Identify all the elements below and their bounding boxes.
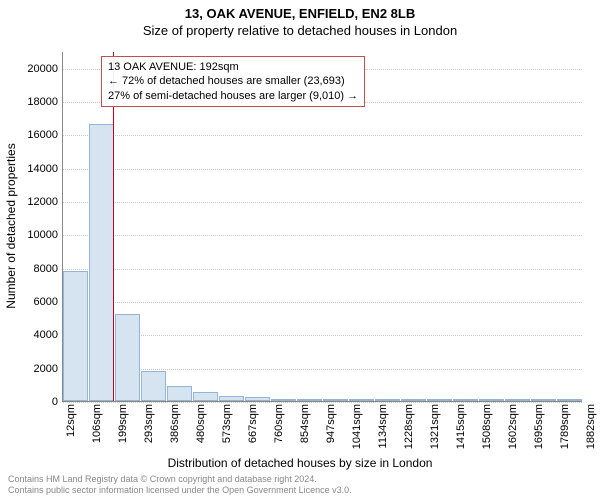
x-tick-label: 1508sqm: [481, 404, 493, 456]
histogram-bar: [167, 386, 192, 401]
y-tick-label: 10000: [0, 229, 58, 241]
gridline: [63, 269, 582, 270]
histogram-bar: [193, 392, 218, 401]
x-tick-label: 573sqm: [221, 404, 233, 456]
histogram-bar: [531, 399, 556, 401]
x-tick-label: 1415sqm: [455, 404, 467, 456]
gridline: [63, 169, 582, 170]
histogram-bar: [427, 399, 452, 401]
gridline: [63, 402, 582, 403]
histogram-bar: [453, 399, 478, 401]
x-tick-label: 1228sqm: [403, 404, 415, 456]
x-tick-label: 667sqm: [247, 404, 259, 456]
x-tick-label: 854sqm: [299, 404, 311, 456]
histogram-bar: [63, 271, 88, 401]
y-tick-label: 12000: [0, 196, 58, 208]
histogram-bar: [141, 371, 166, 401]
footer-line-1: Contains HM Land Registry data © Crown c…: [8, 474, 352, 485]
x-tick-label: 760sqm: [273, 404, 285, 456]
gridline: [63, 235, 582, 236]
x-tick-label: 199sqm: [117, 404, 129, 456]
chart-subtitle: Size of property relative to detached ho…: [0, 21, 600, 38]
histogram-bar: [245, 397, 270, 401]
y-tick-label: 6000: [0, 296, 58, 308]
histogram-bar: [505, 399, 530, 401]
y-tick-label: 16000: [0, 129, 58, 141]
plot-area: 13 OAK AVENUE: 192sqm ← 72% of detached …: [62, 52, 582, 402]
x-tick-label: 1602sqm: [507, 404, 519, 456]
x-tick-label: 1134sqm: [377, 404, 389, 456]
histogram-bar: [349, 399, 374, 401]
chart-title: 13, OAK AVENUE, ENFIELD, EN2 8LB: [0, 0, 600, 21]
y-tick-label: 20000: [0, 63, 58, 75]
x-tick-label: 1321sqm: [429, 404, 441, 456]
histogram-bar: [89, 124, 114, 401]
gridline: [63, 135, 582, 136]
gridline: [63, 335, 582, 336]
x-tick-label: 106sqm: [91, 404, 103, 456]
histogram-bar: [115, 314, 140, 401]
histogram-bar: [375, 399, 400, 401]
histogram-bar: [323, 399, 348, 401]
gridline: [63, 369, 582, 370]
footer-attribution: Contains HM Land Registry data © Crown c…: [8, 474, 352, 496]
x-tick-label: 1882sqm: [585, 404, 597, 456]
x-tick-label: 1041sqm: [351, 404, 363, 456]
x-tick-label: 480sqm: [195, 404, 207, 456]
annotation-box: 13 OAK AVENUE: 192sqm ← 72% of detached …: [101, 56, 365, 107]
x-axis-label: Distribution of detached houses by size …: [0, 456, 600, 470]
histogram-bar: [479, 399, 504, 401]
histogram-bar: [271, 399, 296, 401]
histogram-bar: [401, 399, 426, 401]
annotation-line-1: 13 OAK AVENUE: 192sqm: [108, 60, 358, 74]
histogram-bar: [557, 399, 582, 401]
y-tick-label: 2000: [0, 363, 58, 375]
chart-container: 13, OAK AVENUE, ENFIELD, EN2 8LB Size of…: [0, 0, 600, 500]
y-tick-label: 4000: [0, 329, 58, 341]
y-tick-label: 18000: [0, 96, 58, 108]
gridline: [63, 202, 582, 203]
x-tick-label: 1789sqm: [559, 404, 571, 456]
x-tick-label: 386sqm: [169, 404, 181, 456]
annotation-line-3: 27% of semi-detached houses are larger (…: [108, 89, 358, 103]
annotation-line-2: ← 72% of detached houses are smaller (23…: [108, 74, 358, 88]
x-tick-label: 1695sqm: [533, 404, 545, 456]
footer-line-2: Contains public sector information licen…: [8, 485, 352, 496]
y-tick-label: 8000: [0, 263, 58, 275]
gridline: [63, 302, 582, 303]
histogram-bar: [219, 396, 244, 401]
x-tick-label: 12sqm: [65, 404, 77, 456]
x-tick-label: 293sqm: [143, 404, 155, 456]
y-tick-label: 0: [0, 396, 58, 408]
y-tick-label: 14000: [0, 163, 58, 175]
histogram-bar: [297, 399, 322, 401]
x-tick-label: 947sqm: [325, 404, 337, 456]
